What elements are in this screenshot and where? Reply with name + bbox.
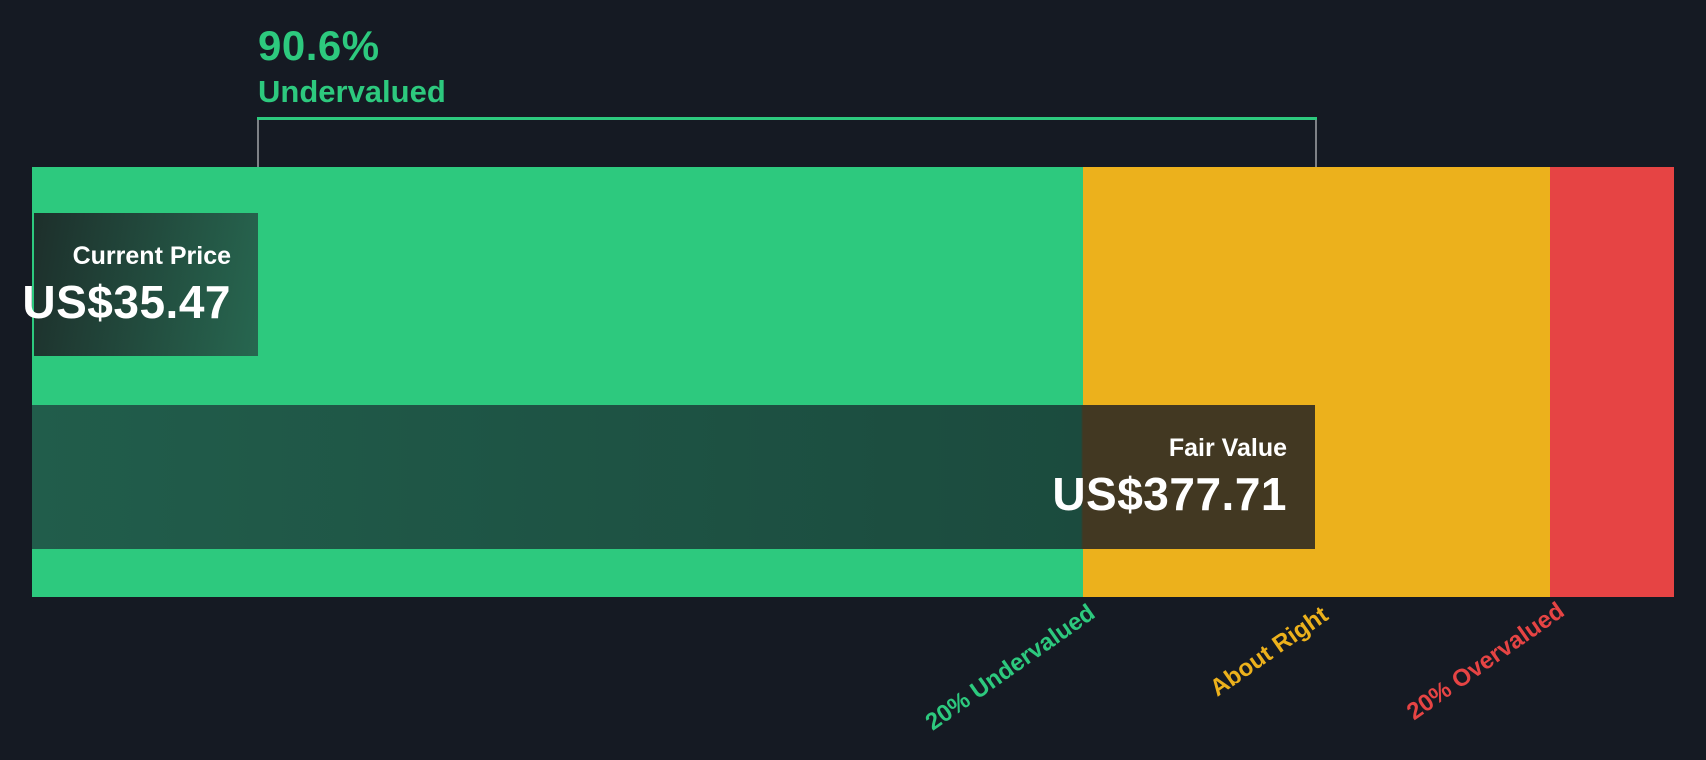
current-price-amount: US$35.47 <box>22 275 231 328</box>
fair-value-label: Fair Value <box>1168 434 1287 463</box>
current-price-box: Current Price US$35.47 <box>22 213 258 356</box>
fair-value-band: Fair Value US$377.71 <box>32 405 1315 549</box>
zone-overvalued <box>1550 167 1674 597</box>
axis-label-overvalued: 20% Overvalued <box>1401 597 1569 726</box>
axis-label-undervalued: 20% Undervalued <box>920 599 1100 737</box>
discount-percent: 90.6% <box>258 22 380 69</box>
axis-label-about-right: About Right <box>1204 601 1333 703</box>
discount-label: Undervalued <box>258 74 446 110</box>
fair-value-amount: US$377.71 <box>1052 468 1287 521</box>
discount-headline: 90.6% Undervalued <box>258 22 446 110</box>
discount-bracket-line <box>257 117 1317 120</box>
current-price-label: Current Price <box>72 241 231 270</box>
